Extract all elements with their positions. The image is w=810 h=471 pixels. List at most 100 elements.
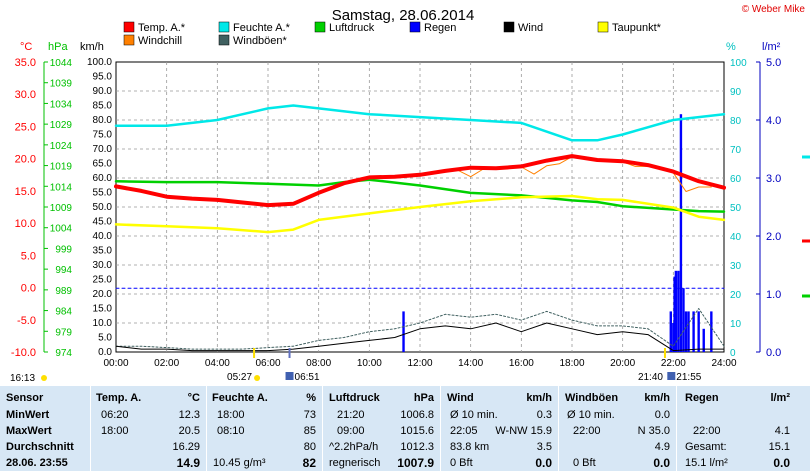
sun-icon — [254, 375, 261, 381]
pressure-tick-label: 1034 — [50, 99, 73, 110]
rain-bar — [669, 311, 672, 352]
temp-tick-label: -5.0 — [17, 315, 36, 327]
legend-swatch — [218, 34, 230, 46]
gust-min-label: Ø 10 min. — [567, 409, 615, 421]
rain-bar — [673, 276, 676, 352]
hum-tick-label: 0 — [730, 348, 736, 359]
legend: Temp. A.* Feuchte A.* Luftdruck Regen Wind Ta… — [123, 21, 662, 47]
rain-current-label: 15.1 l/m² — [685, 457, 728, 469]
hum-tick-label: 100 — [730, 58, 747, 69]
wind-tick-label: 45.0 — [93, 217, 113, 228]
rain-bar — [684, 311, 688, 352]
chart-title: Samstag, 28.06.2014 — [332, 7, 475, 24]
rain-bar — [710, 311, 713, 352]
press-trend: ^2.2hPa/h — [329, 441, 379, 453]
wind-tick-label: 85.0 — [93, 101, 113, 112]
gust-beaufort: 0 Bft — [573, 457, 596, 469]
gust-current-value: 0.0 — [653, 456, 670, 470]
time-tick-label: 14:00 — [458, 358, 483, 369]
hum-tick-label: 20 — [730, 290, 742, 301]
weather-chart: Samstag, 28.06.2014 © Weber Mike Temp. A… — [10, 4, 810, 384]
wind-tick-label: 90.0 — [93, 86, 113, 97]
stats-wind: Wind km/h Ø 10 min. 0.3 22:05 W-NW 15.9 … — [440, 386, 558, 471]
temp-tick-label: 10.0 — [15, 218, 36, 230]
rain-bar — [697, 311, 700, 352]
press-current-value: 1007.9 — [397, 456, 434, 470]
wind-tick-label: 40.0 — [93, 231, 113, 242]
time-tick-label: 20:00 — [610, 358, 635, 369]
series-taupunkt — [114, 194, 726, 234]
temp-avg-value: 16.29 — [172, 441, 200, 453]
wind-tick-label: 55.0 — [93, 188, 113, 199]
rain-tick-label: 1.0 — [766, 289, 781, 301]
rain-tick-label: 2.0 — [766, 231, 781, 243]
wind-tick-label: 70.0 — [93, 144, 113, 155]
rain-bar — [672, 323, 675, 352]
legend-label: Feuchte A.* — [233, 22, 291, 34]
temp-unit: °C — [187, 392, 200, 404]
copyright-label: © Weber Mike — [742, 4, 806, 15]
gust-min-value: 0.0 — [654, 409, 670, 421]
time-tick-label: 24:00 — [711, 358, 736, 369]
legend-swatch — [503, 21, 515, 33]
temp-tick-label: 20.0 — [15, 154, 36, 166]
rain-max-value: 4.1 — [774, 425, 790, 437]
legend-swatch — [123, 34, 135, 46]
rain-bar — [679, 114, 683, 352]
hum-min-time: 18:00 — [217, 409, 245, 421]
rain-current-value: 0.0 — [773, 456, 790, 470]
gust-avg-value: 4.9 — [654, 441, 670, 453]
moon-icon — [285, 372, 294, 380]
press-header: Luftdruck — [329, 392, 380, 404]
temp-min-time: 06:20 — [101, 409, 129, 421]
rain-bar — [702, 328, 705, 352]
rain-total-label: Gesamt: — [685, 441, 727, 453]
rain-bar — [674, 270, 678, 352]
statistics-panel: Sensor MinWert MaxWert Durchschnitt 28.0… — [0, 386, 810, 471]
time-tick-label: 18:00 — [559, 358, 584, 369]
wind-tick-label: 95.0 — [93, 72, 113, 83]
row-min-label: MinWert — [6, 409, 50, 421]
rain-tick-label: 5.0 — [766, 57, 781, 69]
pressure-tick-label: 1039 — [50, 79, 73, 90]
hum-unit: % — [306, 392, 316, 404]
wind-tick-label: 50.0 — [93, 202, 113, 213]
temp-tick-label: 5.0 — [21, 250, 36, 262]
legend-swatch — [123, 21, 135, 33]
hum-current-value: 82 — [302, 456, 316, 470]
wind-max-time: 22:05 — [450, 425, 478, 437]
series-feuchte-a — [114, 104, 726, 142]
temp-current-value: 14.9 — [176, 456, 200, 470]
hum-tick-label: 80 — [730, 116, 742, 127]
legend-label: Windböen* — [233, 35, 288, 47]
rain-bar — [402, 311, 405, 352]
hum-header: Feuchte A. — [212, 392, 268, 404]
legend-swatch — [409, 21, 421, 33]
time-tick-label: 02:00 — [154, 358, 179, 369]
legend-swatch — [218, 21, 230, 33]
temp-max-time: 18:00 — [101, 425, 129, 437]
gust-max-dir: N 35.0 — [637, 425, 670, 437]
wind-tick-label: 65.0 — [93, 159, 113, 170]
rain-tick-label: 4.0 — [766, 115, 781, 127]
rain-tick-label: 3.0 — [766, 173, 781, 185]
press-max-time: 09:00 — [337, 425, 365, 437]
rain-max-time: 22:00 — [693, 425, 721, 437]
press-min-time: 21:20 — [337, 409, 365, 421]
hum-absolute: 10.45 g/m³ — [213, 457, 266, 469]
legend-label: Taupunkt* — [612, 22, 662, 34]
sensor-header: Sensor — [6, 392, 44, 404]
moon-icon — [667, 372, 676, 380]
legend-label: Windchill — [138, 35, 182, 47]
temp-max-value: 20.5 — [178, 425, 200, 437]
wind-axis-unit: km/h — [80, 41, 104, 53]
pressure-axis-unit: hPa — [48, 41, 68, 53]
stats-rain: Regen l/m² 22:00 4.1 Gesamt: 15.1 15.1 l… — [676, 386, 810, 471]
pressure-tick-label: 979 — [55, 327, 72, 338]
time-tick-label: 10:00 — [357, 358, 382, 369]
pressure-tick-label: 1019 — [50, 162, 73, 173]
temp-tick-label: 25.0 — [15, 121, 36, 133]
rain-total-value: 15.1 — [768, 441, 790, 453]
legend-label: Luftdruck — [329, 22, 375, 34]
rain-axis-unit: l/m² — [762, 41, 781, 53]
